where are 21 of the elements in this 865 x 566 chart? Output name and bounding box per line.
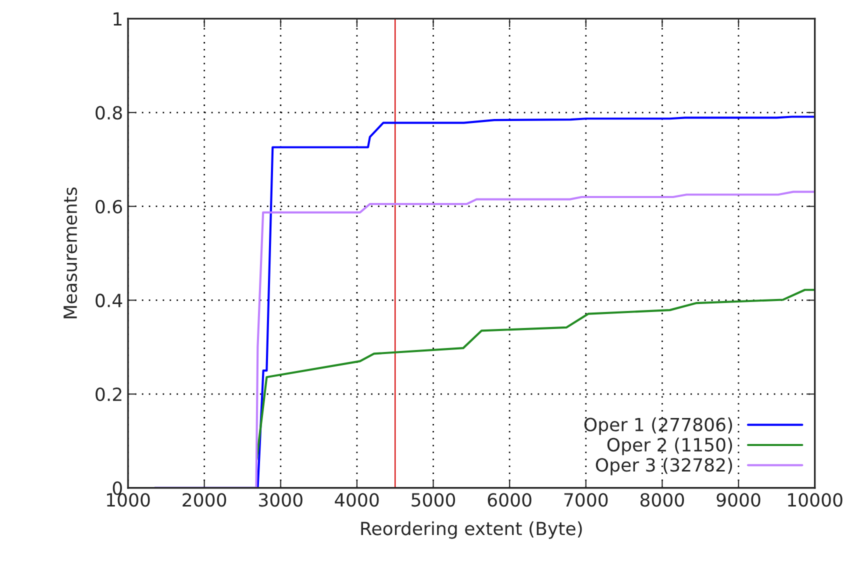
x-tick-label: 1000 [107, 493, 150, 507]
x-tick-label: 5000 [412, 493, 456, 507]
x-axis-title: Reordering extent (Byte) [361, 521, 582, 539]
y-tick-label: 0 [112, 481, 122, 496]
x-tick-label: 9000 [716, 493, 760, 507]
x-tick-label: 3000 [259, 493, 302, 507]
x-tick-label: 4000 [334, 493, 379, 507]
legend-label: Oper 2 (1150) [607, 438, 732, 456]
y-tick-label: 0.6 [96, 200, 122, 214]
y-tick-label: 0.4 [96, 294, 122, 308]
y-tick-label: 0.2 [96, 388, 122, 402]
y-tick-label: 0.8 [96, 106, 122, 120]
x-tick-label: 8000 [640, 493, 684, 507]
y-tick-label: 1 [114, 12, 122, 26]
y-axis-title: Measurements [64, 187, 78, 318]
x-tick-label: 6000 [488, 493, 532, 507]
legend-label: Oper 1 (277806) [584, 417, 732, 435]
x-tick-label: 10000 [788, 493, 842, 507]
x-tick-label: 7000 [564, 493, 608, 507]
legend-label: Oper 3 (32782) [596, 458, 732, 476]
x-tick-label: 2000 [182, 493, 226, 507]
